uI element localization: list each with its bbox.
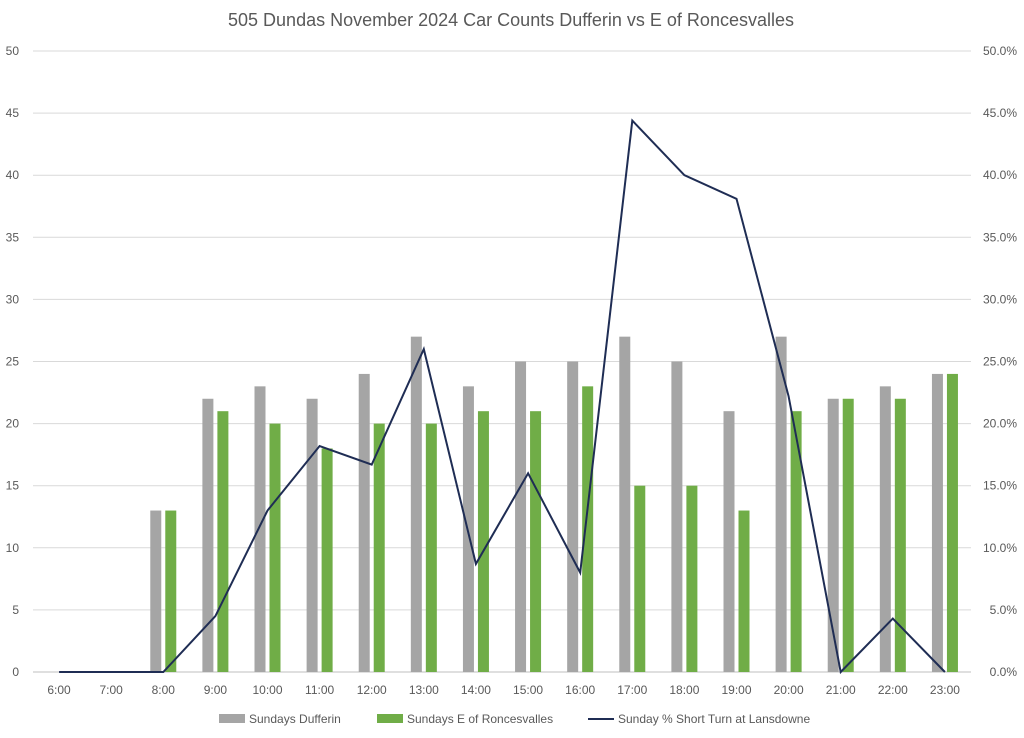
x-tick-label: 16:00 <box>565 683 595 697</box>
legend-label: Sundays E of Roncesvalles <box>407 712 553 726</box>
bar <box>738 510 750 672</box>
gridlines <box>33 50 971 673</box>
bar <box>217 411 229 672</box>
y-right-tick-label: 20.0% <box>983 417 1017 431</box>
y-right-tick-label: 45.0% <box>983 106 1017 120</box>
legend-label: Sunday % Short Turn at Lansdowne <box>618 712 810 726</box>
bar <box>879 386 891 672</box>
bar <box>530 411 542 672</box>
bar <box>410 336 422 672</box>
y-left-tick-label: 50 <box>6 44 20 58</box>
x-tick-label: 6:00 <box>47 683 71 697</box>
bars <box>150 336 958 672</box>
x-tick-label: 13:00 <box>409 683 439 697</box>
y-left-tick-label: 40 <box>6 168 20 182</box>
x-tick-label: 20:00 <box>774 683 804 697</box>
line-series <box>59 118 946 675</box>
x-tick-label: 12:00 <box>357 683 387 697</box>
bar <box>894 398 906 672</box>
x-tick-label: 10:00 <box>252 683 282 697</box>
bar <box>425 423 437 672</box>
x-tick-label: 8:00 <box>152 683 176 697</box>
y-left-tick-label: 5 <box>12 603 19 617</box>
x-tick-label: 15:00 <box>513 683 543 697</box>
bar <box>946 373 958 672</box>
bar <box>306 398 318 672</box>
bar <box>373 423 385 672</box>
x-tick-label: 19:00 <box>721 683 751 697</box>
x-axis: 6:00 7:00 8:00 9:00 10:00 11:00 12:00 13:00 14:0… <box>47 683 960 697</box>
bar <box>671 361 683 672</box>
y-left-tick-label: 15 <box>6 479 20 493</box>
bar <box>842 398 854 672</box>
x-tick-label: 18:00 <box>669 683 699 697</box>
x-tick-label: 14:00 <box>461 683 491 697</box>
line-series-path <box>59 118 946 675</box>
bar <box>619 336 631 672</box>
y-right-tick-label: 10.0% <box>983 541 1017 555</box>
y-left-tick-label: 0 <box>12 665 19 679</box>
bar <box>582 386 594 672</box>
y-left-tick-label: 35 <box>6 230 20 244</box>
bar <box>790 411 802 672</box>
chart-title: 505 Dundas November 2024 Car Counts Duff… <box>228 10 794 30</box>
bar <box>150 510 162 672</box>
y-right-tick-label: 30.0% <box>983 292 1017 306</box>
y-left-tick-label: 10 <box>6 541 20 555</box>
y-axis-left: 0 5 10 15 20 25 30 35 40 45 50 <box>6 44 20 679</box>
legend-swatch <box>377 714 403 723</box>
y-left-tick-label: 20 <box>6 417 20 431</box>
bar <box>269 423 281 672</box>
bar <box>723 411 735 672</box>
y-axis-right: 0.0% 5.0% 10.0% 15.0% 20.0% 25.0% 30.0% 35.0% 40… <box>983 44 1017 679</box>
bar <box>515 361 527 672</box>
x-tick-label: 21:00 <box>826 683 856 697</box>
legend-swatch <box>219 714 245 723</box>
y-right-tick-label: 35.0% <box>983 230 1017 244</box>
bar <box>477 411 489 672</box>
legend: Sundays Dufferin Sundays E of Roncesvalle… <box>219 712 810 726</box>
bar <box>775 336 787 672</box>
y-right-tick-label: 0.0% <box>990 665 1018 679</box>
x-tick-label: 9:00 <box>204 683 228 697</box>
bar <box>931 373 943 672</box>
legend-label: Sundays Dufferin <box>249 712 341 726</box>
bar <box>254 386 266 672</box>
x-tick-label: 7:00 <box>99 683 123 697</box>
bar <box>202 398 214 672</box>
y-left-tick-label: 25 <box>6 355 20 369</box>
bar <box>165 510 177 672</box>
bar <box>358 373 370 672</box>
y-right-tick-label: 50.0% <box>983 44 1017 58</box>
y-left-tick-label: 45 <box>6 106 20 120</box>
x-tick-label: 11:00 <box>305 683 334 697</box>
y-right-tick-label: 40.0% <box>983 168 1017 182</box>
bar <box>686 485 698 672</box>
y-right-tick-label: 15.0% <box>983 479 1017 493</box>
y-left-tick-label: 30 <box>6 292 20 306</box>
x-tick-label: 22:00 <box>878 683 908 697</box>
bar <box>634 485 646 672</box>
x-tick-label: 23:00 <box>930 683 960 697</box>
bar <box>567 361 579 672</box>
bar <box>321 448 333 672</box>
y-right-tick-label: 25.0% <box>983 355 1017 369</box>
y-right-tick-label: 5.0% <box>990 603 1018 617</box>
x-tick-label: 17:00 <box>617 683 647 697</box>
bar <box>827 398 839 672</box>
